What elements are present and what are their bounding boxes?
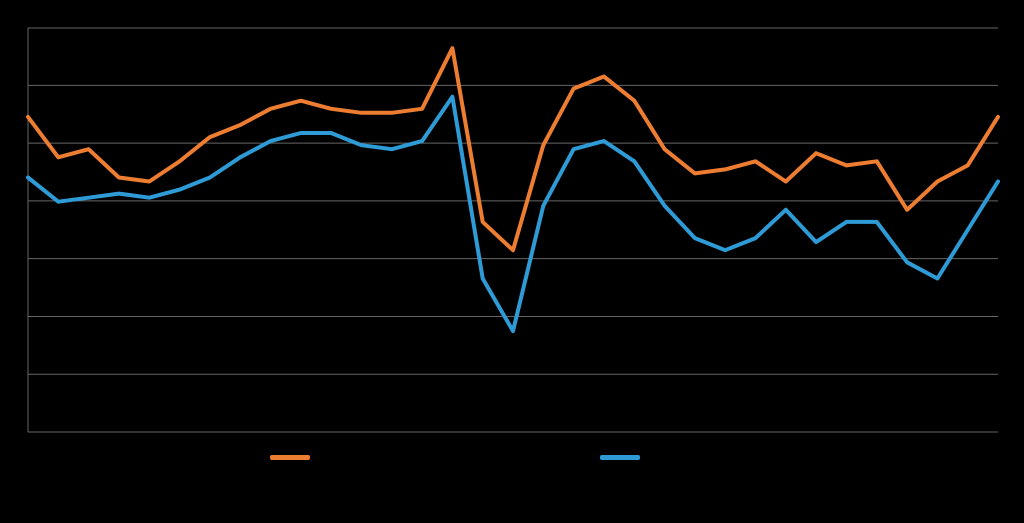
line-chart xyxy=(0,0,1024,523)
legend-swatch xyxy=(600,455,640,460)
legend-swatch xyxy=(270,455,310,460)
legend-item xyxy=(600,455,650,460)
legend xyxy=(0,455,1024,485)
legend-item xyxy=(270,455,320,460)
chart-svg xyxy=(0,0,1024,523)
